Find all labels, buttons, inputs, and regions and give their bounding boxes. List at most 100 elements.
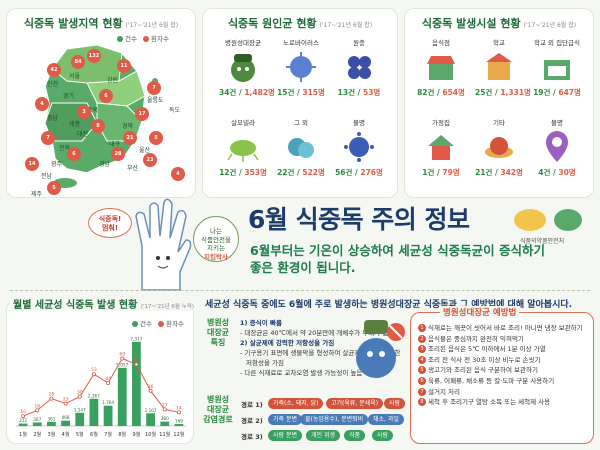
ecoli-character-icon [225,49,261,85]
pathogen-item: 노로바이러스 15건 / 315명 [277,39,325,97]
x-tick-label: 2월 [33,431,41,438]
facility-item: 학교 25건 / 1,331명 [475,39,531,97]
line-point [120,356,125,361]
pathogen-title: 식중독 원인균 현황 ('17~'21년 6월 합) [227,17,373,30]
line-label: 36 [148,384,154,390]
route-chip: 식품 [344,430,366,441]
x-tick-label: 12월 [173,431,184,438]
line-point [162,407,167,412]
line-label: 10 [20,409,26,415]
protozoa-icon [341,49,377,85]
bar-patients [146,413,155,426]
prevention-item: 5 생고기와 조리된 음식 구분하여 보관하기 [418,365,590,376]
line-label: 69 [119,352,125,358]
salmonella-icon [225,129,261,165]
line-label: 17 [162,402,168,408]
region-label-gangwon: 강원 [107,77,119,84]
unknown-virus-icon [341,129,377,165]
school-icon [481,49,517,85]
facility-title: 식중독 발생시설 현황 ('17~'21년 6월 합) [421,17,577,30]
prevention-item: 8 세척 후 조리기구 열탕 소독 또는 세척제 사용 [418,397,590,408]
feature-heading: 병원성 대장균 특징 [206,318,230,347]
bar-patients [18,423,28,426]
prevention-title: 병원성대장균 예방법 [440,306,520,318]
prevention-box [410,312,594,444]
region-count-jeonnam: 14 [25,157,39,171]
bar-patients [103,405,113,426]
region-count-gyeongnam: 28 [111,147,125,161]
bar-patients [61,420,70,426]
bar-label: 361 [47,416,55,421]
region-count-jeonbuk: 7 [41,131,55,145]
region-label-jeonbuk: 전북 [59,145,71,152]
region-legend: 건수 환자수 [117,33,169,43]
cafeteria-icon [539,49,575,85]
region-label-daejeon: 대전 [77,131,89,138]
region-label-chungbuk: 충북 [87,107,99,114]
route-chip: 물(농업용수), 분변퇴비 [300,414,369,425]
region-count-seoul: 84 [71,55,85,69]
x-tick-label: 10월 [145,431,156,438]
region-label-gwangju: 광주 [51,161,63,168]
line-label: 14 [176,405,182,411]
route-chip: 가축 분변 [268,414,302,425]
line-label: 53 [91,367,97,373]
route-heading: 병원성 대장균 감염경로 [203,395,233,424]
region-label-jeonnam: 전남 [41,173,53,180]
x-tick-label: 4월 [62,431,70,438]
banner-subtitle: 6월부터는 기온이 상승하여 세균성 식중독균이 증식하기 좋은 환경이 됩니다. [250,243,545,275]
glove-character [135,198,192,291]
korea-map [44,44,158,188]
prevention-item: 6 육류, 어패류, 채소류 등 칼·도마 구분 사용하기 [418,376,590,387]
pathogen-panel: 식중독 원인균 현황 ('17~'21년 6월 합) 병원성대장균 34건 / 1… [202,8,398,198]
speech-bubble-doctor: 나는 식품안전을 지키는 지킴박사 [193,216,239,262]
facility-item: 학교 외 집단급식 19건 / 647명 [533,39,581,97]
bar-label: 1,147 [74,407,86,412]
bar-label: 380 [161,416,169,421]
region-count-chungbuk: 6 [99,89,113,103]
bar-label: 307 [33,417,41,422]
region-label-dokdo: 독도 [169,107,181,114]
x-tick-label: 5월 [76,431,84,438]
line-point [21,414,26,419]
prevention-item: 7 설거지 처리 [418,387,590,398]
line-cases [22,357,180,417]
route-chip: 사람 분변 [268,430,302,441]
banner-title: 6월 식중독 주의 정보 [248,205,470,234]
pathogen-item: 병원성대장균 34건 / 1,482명 [219,39,275,97]
region-label-chungnam: 충남 [47,115,59,122]
region-count-chungnam: 4 [35,97,49,111]
feature-block: 1) 증식이 빠름 - 대장균은 40℃에서 약 20분만에 개체수가 두배가 … [240,319,401,377]
region-count-ulleungdo: 7 [147,81,161,95]
bar-patients [160,421,170,426]
bar-label: 7,317 [130,336,142,341]
route-chip: 개인 위생 [306,430,340,441]
bar-label: 468 [62,415,70,420]
line-point [77,394,82,399]
line-label: 30 [77,390,83,396]
region-count-gyeongbuk: 17 [135,107,149,121]
norovirus-icon [283,49,319,85]
bar-patients [174,424,184,426]
bar-patients [75,412,85,426]
prevention-item: 2 음식물은 중심까지 완전히 익혀먹기 [418,334,590,345]
bar-label: 1,764 [102,400,114,405]
region-count-sejong: 3 [77,105,91,119]
region-count-gangwon: 11 [117,59,131,73]
region-label-gyeongbuk: 경북 [122,123,134,130]
region-label-gyeongnam: 경남 [99,161,111,168]
pathogen-item: 불명 56건 / 276명 [335,119,383,177]
route-chip: 채소, 과일 [368,414,404,425]
bar-patients [117,367,127,426]
region-title: 식중독 발생지역 현황 ('17~'21년 6월 합) [23,17,179,30]
bar-label: 169 [175,419,183,424]
region-label-ulsan: 울산 [139,147,151,154]
line-label: 44 [105,376,111,382]
x-tick-label: 8월 [118,431,126,438]
monthly-chart: 212 1월 307 2월 361 3월 468 4월 1,147 5월 2,367 6월 1,764 7… [16,336,186,438]
line-label: 23 [63,397,69,403]
mascot-logos [514,209,582,231]
x-tick-label: 7월 [104,431,112,438]
x-tick-label: 3월 [48,431,56,438]
region-count-dokdo: 4 [171,167,185,181]
